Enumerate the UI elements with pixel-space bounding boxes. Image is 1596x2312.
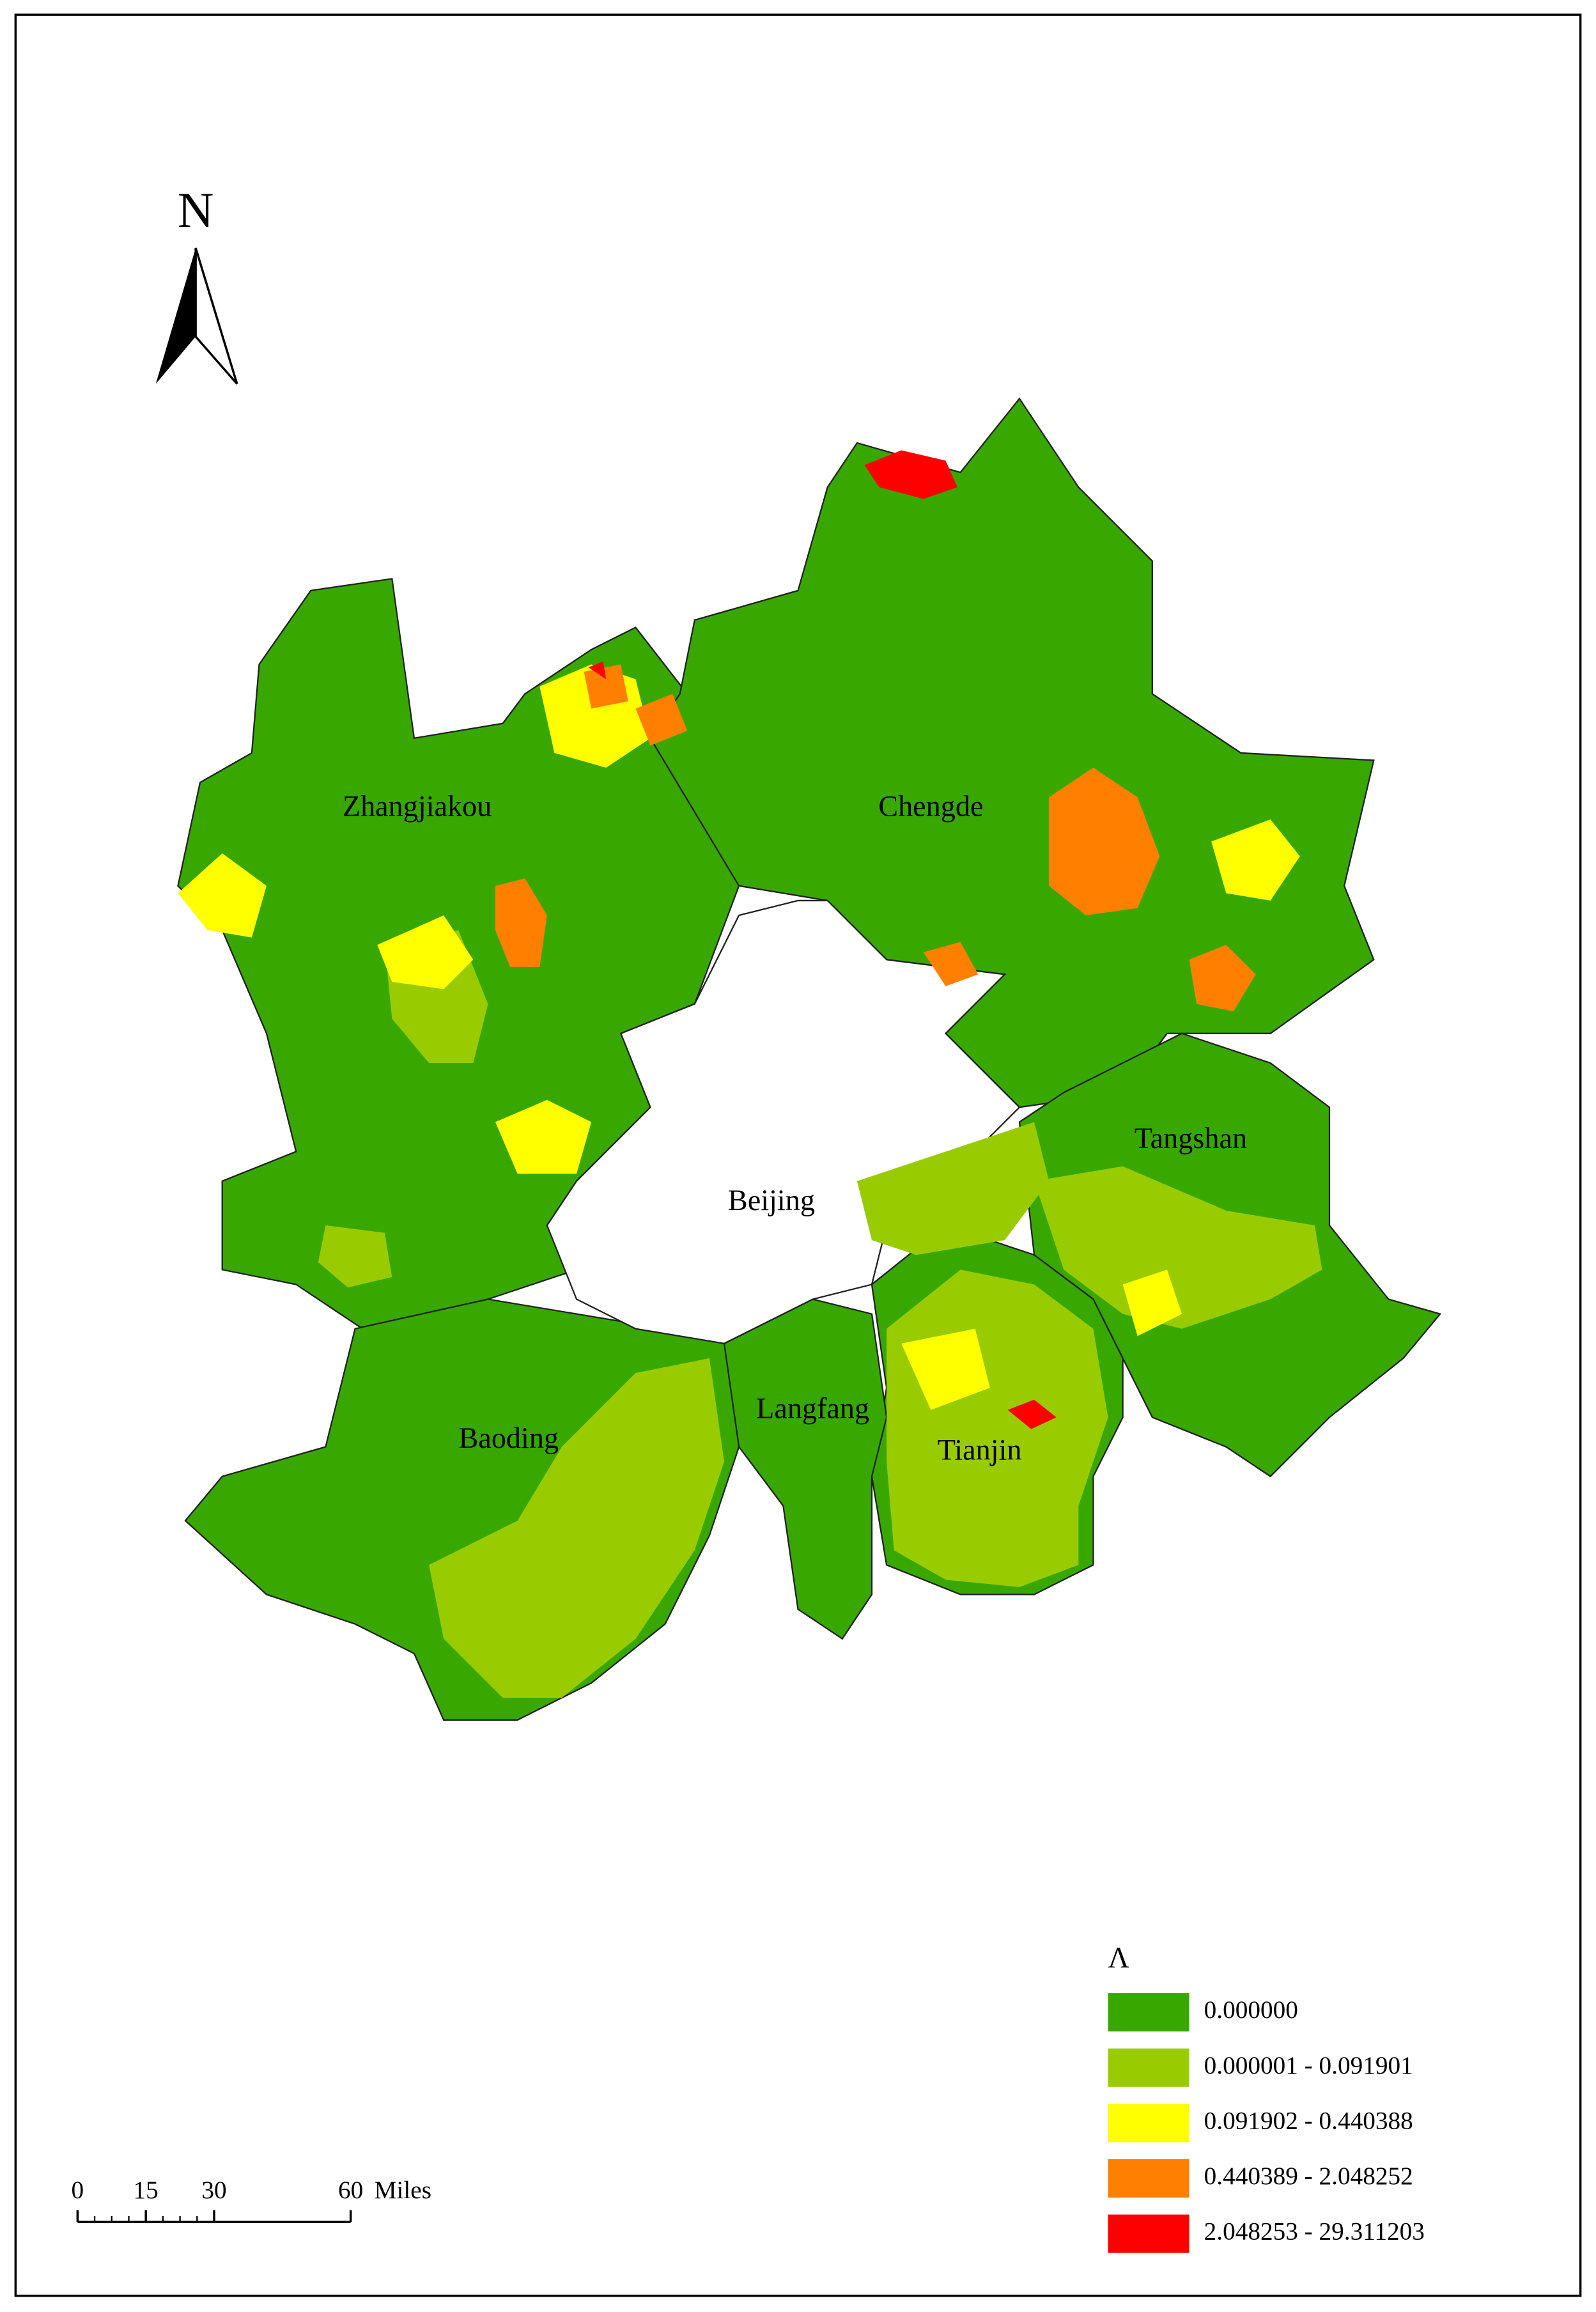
legend-label: 0.000000 [1204,1996,1298,2024]
north-arrow: N [155,182,238,385]
scale-bar: 0 15 30 60 Miles [72,2176,431,2223]
patch [429,1358,725,1698]
legend-label: 0.000001 - 0.091901 [1204,2052,1413,2079]
scale-label: 30 [201,2176,226,2204]
patch [923,942,979,986]
scale-label: 15 [134,2176,159,2204]
patch [318,1225,392,1288]
patch [495,1099,592,1174]
legend-title: Λ [1108,1941,1130,1974]
legend-swatch [1108,2048,1189,2087]
north-label: N [178,182,214,238]
legend-swatch [1108,2104,1189,2143]
patch [1122,1269,1182,1337]
patch [495,878,547,967]
patch [635,694,688,746]
patch [1049,768,1160,916]
arrow-right [194,247,238,385]
scale-label: 60 [338,2176,363,2204]
legend-label: 0.091902 - 0.440388 [1204,2107,1413,2134]
patch [1034,1166,1322,1329]
patch [856,1122,1050,1255]
patch [377,915,474,989]
legend: Λ 0.000000 0.000001 - 0.091901 0.091902 - … [1108,1941,1425,2253]
region-label: Tianjin [938,1433,1022,1466]
legend-swatch [1108,2159,1189,2198]
patch [588,661,607,679]
region-label: Baoding [459,1422,559,1454]
legend-swatch [1108,2214,1189,2253]
patch [864,450,957,499]
region-label: Beijing [728,1184,815,1216]
region-label: Chengde [878,789,983,822]
patch [1211,819,1300,901]
patch [887,1269,1108,1587]
region-labels: Zhangjiakou Chengde Beijing Tangshan Bao… [343,789,1247,1466]
region-label: Tangshan [1135,1122,1247,1154]
patch [178,853,267,938]
region-label: Langfang [756,1392,869,1425]
arrow-left [155,248,196,384]
patch [1189,945,1256,1012]
legend-label: 0.440389 - 2.048252 [1204,2162,1413,2190]
risk-patches [178,450,1322,1698]
scale-unit: Miles [375,2176,431,2204]
patch [901,1328,990,1410]
patch [584,664,628,709]
region-label: Zhangjiakou [343,789,492,822]
scale-label: 0 [72,2176,84,2204]
patch [1007,1399,1057,1429]
legend-swatch [1108,1993,1189,2032]
legend-label: 2.048253 - 29.311203 [1204,2218,1425,2246]
